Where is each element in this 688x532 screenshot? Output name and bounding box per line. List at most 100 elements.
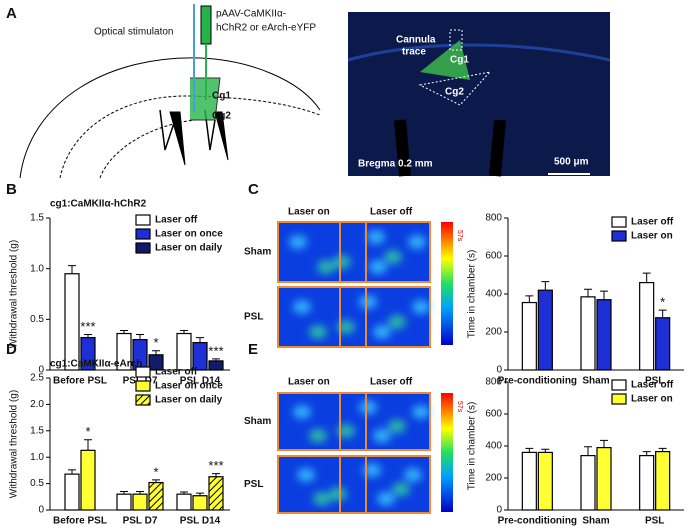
bar xyxy=(537,451,553,511)
error-bar xyxy=(152,350,160,355)
heat-blob xyxy=(377,491,395,506)
error-bar xyxy=(196,337,204,343)
legend-swatch xyxy=(611,379,627,391)
error-bar xyxy=(180,491,188,495)
y-tick-label: 1.5 xyxy=(30,425,44,436)
heat-blob xyxy=(329,487,347,501)
error-bar xyxy=(658,447,667,452)
column-label: Laser on xyxy=(288,377,330,388)
bar xyxy=(208,476,224,511)
heat-blob xyxy=(289,235,307,249)
y-axis-label: Withdrawal threshold (g) xyxy=(9,240,20,348)
bregma-label: Bregma 0.2 mm xyxy=(358,159,433,170)
bar xyxy=(639,455,655,511)
y-axis-label: Withdrawal threshold (g) xyxy=(9,390,20,498)
legend-label: Laser on daily xyxy=(155,243,223,254)
legend-label: Laser off xyxy=(631,380,674,391)
error-bar xyxy=(600,290,608,300)
y-axis-label: Time in chamber (s) xyxy=(467,250,478,339)
trace-label: Cannula xyxy=(396,35,436,46)
heat-blob xyxy=(359,400,377,415)
row-label: Sham xyxy=(244,416,271,427)
region-label: Cg2 xyxy=(212,111,231,122)
legend-swatch xyxy=(135,366,151,378)
heat-blob xyxy=(297,468,315,482)
error-bar xyxy=(180,329,188,334)
significance-label: * xyxy=(85,424,90,439)
error-bar xyxy=(525,447,534,453)
error-bar xyxy=(541,448,550,453)
legend-label: Laser on daily xyxy=(155,395,223,406)
significance-label: *** xyxy=(208,343,223,358)
heat-blob xyxy=(359,295,377,309)
legend-swatch xyxy=(611,216,627,228)
error-bar xyxy=(136,491,144,495)
bar xyxy=(655,451,671,511)
column-label: Laser off xyxy=(370,207,413,218)
x-tick-label: Before PSL xyxy=(53,376,107,387)
bar xyxy=(64,473,80,511)
heat-blob xyxy=(367,230,385,244)
error-bar xyxy=(136,334,144,340)
significance-label: * xyxy=(153,464,158,479)
heat-blob xyxy=(388,315,406,329)
column-label: Laser on xyxy=(288,207,330,218)
error-bar xyxy=(642,272,651,283)
x-tick-label: PSL xyxy=(645,516,664,527)
significance-label: *** xyxy=(80,319,95,334)
x-tick-label: PSL D7 xyxy=(123,516,158,527)
bar xyxy=(521,451,537,511)
legend-label: Laser off xyxy=(155,367,198,378)
bar xyxy=(64,273,80,371)
y-tick-label: 200 xyxy=(485,473,502,484)
bar xyxy=(537,289,553,371)
micrograph xyxy=(347,12,611,177)
error-bar xyxy=(584,288,592,297)
heat-blob xyxy=(333,255,351,269)
heat-blob xyxy=(369,260,387,274)
heatmap-blobs xyxy=(293,295,430,339)
trace-label: trace xyxy=(402,47,426,58)
error-bar xyxy=(84,439,92,451)
heat-blob xyxy=(408,235,426,249)
legend-swatch xyxy=(135,214,151,226)
x-tick-label: Pre-conditioning xyxy=(498,516,577,527)
heat-blob xyxy=(392,482,410,497)
heatmap-blobs xyxy=(289,230,426,274)
heat-blob xyxy=(384,250,402,264)
bar xyxy=(580,296,596,371)
colorbar xyxy=(441,393,453,512)
legend-swatch xyxy=(611,393,627,405)
heat-blob xyxy=(293,300,311,314)
error-bar xyxy=(120,491,128,495)
significance-label: *** xyxy=(208,458,223,473)
heatmap xyxy=(277,286,431,348)
colorbar-label: 57s xyxy=(456,230,463,242)
heatmap xyxy=(277,392,431,451)
error-bar xyxy=(152,479,160,483)
y-tick-label: 0 xyxy=(496,365,502,376)
y-tick-label: 600 xyxy=(485,409,502,420)
legend-label: Laser on once xyxy=(155,381,223,392)
row-label: PSL xyxy=(244,312,263,323)
heat-blob xyxy=(373,428,391,443)
panel-label: E xyxy=(248,341,258,358)
heat-blob xyxy=(337,320,355,334)
significance-label: * xyxy=(153,335,158,350)
column-label: Laser off xyxy=(370,377,413,388)
bar xyxy=(176,493,192,511)
y-tick-label: 0.5 xyxy=(30,314,44,325)
bar xyxy=(176,332,192,371)
y-tick-label: 400 xyxy=(485,289,502,300)
error-bar xyxy=(600,439,608,448)
heat-blob xyxy=(309,428,327,443)
y-tick-label: 400 xyxy=(485,441,502,452)
x-tick-label: Sham xyxy=(582,376,609,387)
y-tick-label: 0 xyxy=(38,365,44,376)
x-tick-label: Pre-conditioning xyxy=(498,376,577,387)
x-tick-label: Before PSL xyxy=(53,516,107,527)
error-bar xyxy=(68,469,76,475)
panel-label: D xyxy=(6,341,17,358)
